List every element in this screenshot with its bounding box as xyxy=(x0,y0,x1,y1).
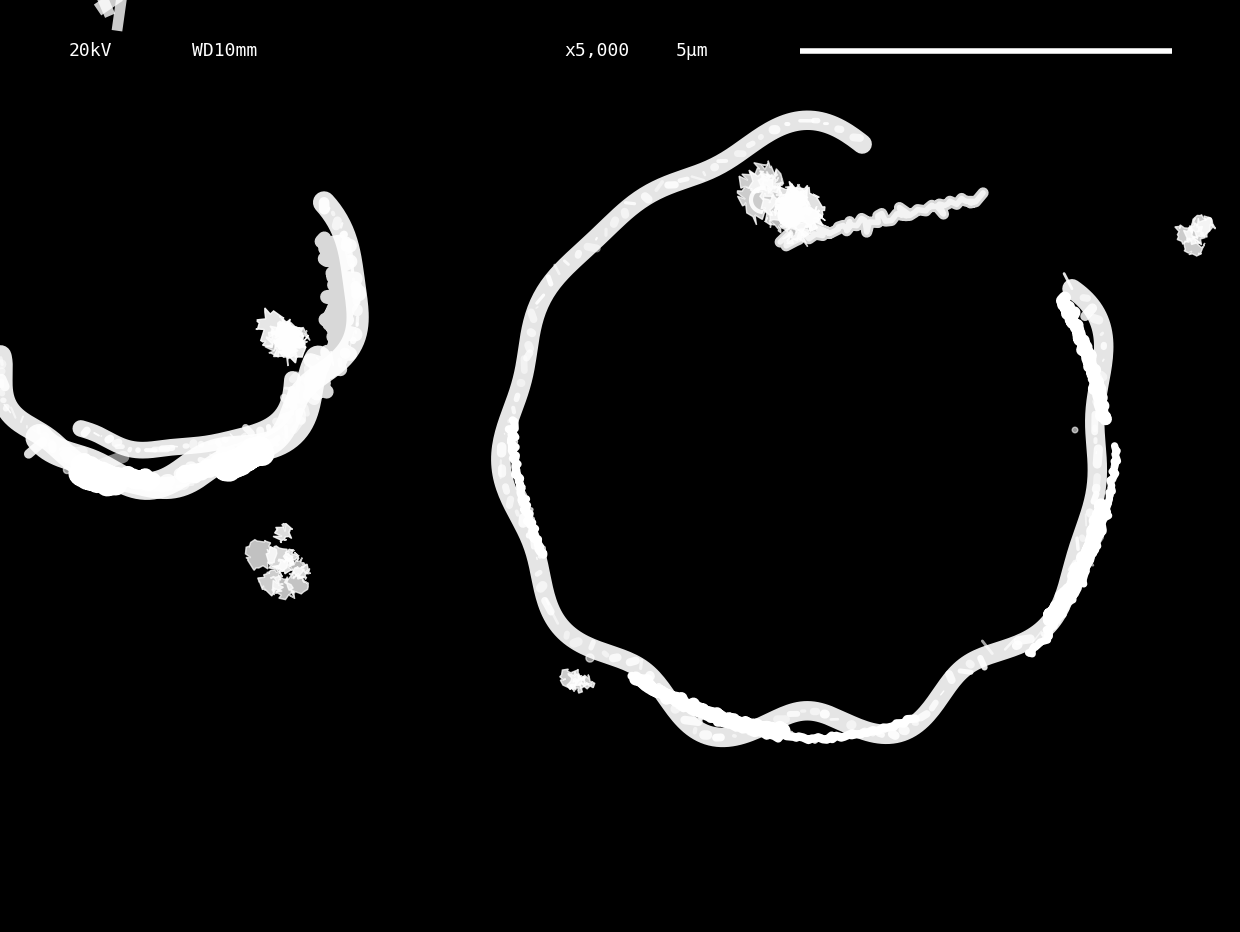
Polygon shape xyxy=(746,160,784,199)
Polygon shape xyxy=(777,203,802,227)
Polygon shape xyxy=(293,564,311,580)
Polygon shape xyxy=(1174,225,1197,244)
Polygon shape xyxy=(274,325,309,363)
Text: WD10mm: WD10mm xyxy=(192,42,258,61)
Polygon shape xyxy=(284,549,299,565)
Polygon shape xyxy=(255,308,294,348)
Polygon shape xyxy=(776,184,807,216)
Polygon shape xyxy=(1189,214,1213,240)
Polygon shape xyxy=(775,182,812,225)
Polygon shape xyxy=(559,669,582,690)
Polygon shape xyxy=(785,185,807,211)
Polygon shape xyxy=(268,319,310,354)
Polygon shape xyxy=(756,171,782,194)
Polygon shape xyxy=(582,675,595,689)
Polygon shape xyxy=(780,187,825,236)
Text: x5,000: x5,000 xyxy=(564,42,630,61)
Polygon shape xyxy=(570,673,589,693)
Polygon shape xyxy=(289,557,306,579)
Polygon shape xyxy=(799,204,826,231)
Polygon shape xyxy=(265,324,299,357)
Polygon shape xyxy=(272,322,308,366)
Text: 20kV: 20kV xyxy=(68,42,112,61)
Polygon shape xyxy=(1073,427,1078,432)
Polygon shape xyxy=(273,524,293,542)
Polygon shape xyxy=(284,572,309,598)
Polygon shape xyxy=(738,171,784,225)
Polygon shape xyxy=(780,216,811,247)
Polygon shape xyxy=(267,546,293,571)
Polygon shape xyxy=(275,320,305,350)
Text: 5μm: 5μm xyxy=(676,42,708,61)
Polygon shape xyxy=(272,555,294,577)
Polygon shape xyxy=(258,569,284,596)
Polygon shape xyxy=(761,195,794,225)
Polygon shape xyxy=(246,540,277,570)
Polygon shape xyxy=(270,575,295,599)
Polygon shape xyxy=(770,207,805,233)
Polygon shape xyxy=(1184,237,1205,256)
Polygon shape xyxy=(587,654,594,662)
Polygon shape xyxy=(1195,216,1215,238)
Polygon shape xyxy=(775,198,802,223)
Polygon shape xyxy=(567,672,585,690)
Polygon shape xyxy=(63,466,71,473)
Polygon shape xyxy=(1183,223,1205,245)
